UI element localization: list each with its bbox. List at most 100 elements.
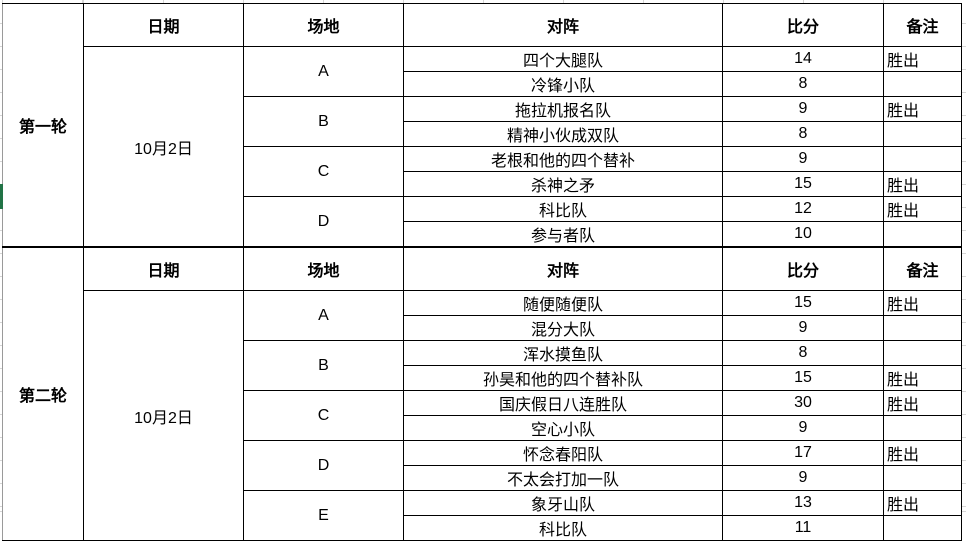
round2-header-row: 第二轮 日期 场地 对阵 比分 备注 bbox=[2, 246, 962, 541]
team-name-cell[interactable]: 四个大腿队 bbox=[403, 46, 723, 72]
score-cell[interactable]: 14 bbox=[722, 46, 884, 72]
note-cell[interactable]: 胜出 bbox=[883, 365, 962, 391]
note-cell[interactable] bbox=[883, 340, 962, 366]
venue-cell[interactable]: D bbox=[243, 196, 404, 248]
round2-header-matchup[interactable]: 对阵 bbox=[403, 246, 723, 291]
note-cell[interactable]: 胜出 bbox=[883, 290, 962, 316]
tournament-results-table: 第一轮 日期 场地 对阵 比分 备注 10月2日 A 四个大腿队 14 胜出 冷… bbox=[2, 3, 962, 541]
table-row: 精神小伙成双队 8 bbox=[3, 121, 962, 147]
table-row: D 科比队 12 胜出 bbox=[3, 196, 962, 248]
score-cell[interactable]: 15 bbox=[722, 290, 884, 316]
team-name-cell[interactable]: 老根和他的四个替补 bbox=[403, 146, 723, 172]
note-cell[interactable] bbox=[883, 71, 962, 97]
score-cell[interactable]: 8 bbox=[722, 71, 884, 97]
sheet-gridline-ticks-left bbox=[0, 3, 2, 507]
note-cell[interactable]: 胜出 bbox=[883, 46, 962, 72]
team-name-cell[interactable]: 浑水摸鱼队 bbox=[403, 340, 723, 366]
venue-cell[interactable]: B bbox=[243, 96, 404, 147]
note-cell[interactable] bbox=[883, 146, 962, 172]
score-cell[interactable]: 12 bbox=[722, 196, 884, 222]
note-cell[interactable]: 胜出 bbox=[883, 490, 962, 516]
venue-cell[interactable]: B bbox=[243, 340, 404, 391]
round2-header-score[interactable]: 比分 bbox=[722, 246, 884, 291]
note-cell[interactable] bbox=[883, 515, 962, 541]
score-cell[interactable]: 9 bbox=[722, 96, 884, 122]
score-cell[interactable]: 9 bbox=[722, 465, 884, 491]
note-cell[interactable] bbox=[883, 465, 962, 491]
round1-header-venue[interactable]: 场地 bbox=[243, 3, 404, 47]
score-cell[interactable]: 30 bbox=[722, 390, 884, 416]
venue-cell[interactable]: A bbox=[243, 46, 404, 97]
score-cell[interactable]: 17 bbox=[722, 440, 884, 466]
table-row: 参与者队 10 bbox=[3, 221, 962, 248]
round1-header-score[interactable]: 比分 bbox=[722, 3, 884, 47]
note-cell[interactable] bbox=[883, 315, 962, 341]
round1-label-cell[interactable]: 第一轮 bbox=[2, 3, 84, 248]
note-cell[interactable]: 胜出 bbox=[883, 196, 962, 222]
team-name-cell[interactable]: 国庆假日八连胜队 bbox=[403, 390, 723, 416]
team-name-cell[interactable]: 孙昊和他的四个替补队 bbox=[403, 365, 723, 391]
table-row: C 老根和他的四个替补 9 bbox=[3, 146, 962, 197]
score-cell[interactable]: 15 bbox=[722, 365, 884, 391]
score-cell[interactable]: 8 bbox=[722, 121, 884, 147]
team-name-cell[interactable]: 混分大队 bbox=[403, 315, 723, 341]
team-name-cell[interactable]: 科比队 bbox=[403, 515, 723, 541]
note-cell[interactable]: 胜出 bbox=[883, 440, 962, 466]
note-cell[interactable]: 胜出 bbox=[883, 96, 962, 122]
score-cell[interactable]: 13 bbox=[722, 490, 884, 516]
venue-cell[interactable]: C bbox=[243, 146, 404, 197]
score-cell[interactable]: 11 bbox=[722, 515, 884, 541]
team-name-cell[interactable]: 随便随便队 bbox=[403, 290, 723, 316]
team-name-cell[interactable]: 精神小伙成双队 bbox=[403, 121, 723, 147]
score-cell[interactable]: 10 bbox=[722, 221, 884, 248]
team-name-cell[interactable]: 象牙山队 bbox=[403, 490, 723, 516]
table-row: 孙昊和他的四个替补队 15 胜出 bbox=[3, 365, 962, 391]
score-cell[interactable]: 9 bbox=[722, 415, 884, 441]
table-row: 10月2日 A 随便随便队 15 胜出 bbox=[3, 290, 962, 541]
note-cell[interactable] bbox=[883, 415, 962, 441]
table-row: B 拖拉机报名队 9 胜出 bbox=[3, 96, 962, 147]
team-name-cell[interactable]: 参与者队 bbox=[403, 221, 723, 248]
team-name-cell[interactable]: 空心小队 bbox=[403, 415, 723, 441]
score-cell[interactable]: 15 bbox=[722, 171, 884, 197]
venue-cell[interactable]: D bbox=[243, 440, 404, 491]
sheet-gridline-ticks-top bbox=[2, 0, 963, 3]
round2-label-cell[interactable]: 第二轮 bbox=[2, 246, 84, 541]
table-row: 混分大队 9 bbox=[3, 315, 962, 341]
round1-header-matchup[interactable]: 对阵 bbox=[403, 3, 723, 47]
score-cell[interactable]: 9 bbox=[722, 315, 884, 341]
team-name-cell[interactable]: 杀神之矛 bbox=[403, 171, 723, 197]
note-cell[interactable]: 胜出 bbox=[883, 390, 962, 416]
team-name-cell[interactable]: 不太会打加一队 bbox=[403, 465, 723, 491]
table-row: B 浑水摸鱼队 8 bbox=[3, 340, 962, 391]
sheet-gridline-ticks-right bbox=[962, 3, 966, 507]
round1-header-note[interactable]: 备注 bbox=[883, 3, 962, 47]
round1-header-date[interactable]: 日期 bbox=[83, 3, 244, 47]
note-cell[interactable] bbox=[883, 121, 962, 147]
note-cell[interactable] bbox=[883, 221, 962, 248]
round1-date-cell[interactable]: 10月2日 bbox=[83, 46, 244, 248]
team-name-cell[interactable]: 科比队 bbox=[403, 196, 723, 222]
venue-cell[interactable]: A bbox=[243, 290, 404, 341]
table-row: D 怀念春阳队 17 胜出 bbox=[3, 440, 962, 491]
team-name-cell[interactable]: 怀念春阳队 bbox=[403, 440, 723, 466]
table-row: 杀神之矛 15 胜出 bbox=[3, 171, 962, 197]
note-cell[interactable]: 胜出 bbox=[883, 171, 962, 197]
round2-date-cell[interactable]: 10月2日 bbox=[83, 290, 244, 541]
round2-header-date[interactable]: 日期 bbox=[83, 246, 244, 291]
team-name-cell[interactable]: 拖拉机报名队 bbox=[403, 96, 723, 122]
venue-cell[interactable]: E bbox=[243, 490, 404, 541]
round2-header-note[interactable]: 备注 bbox=[883, 246, 962, 291]
score-cell[interactable]: 8 bbox=[722, 340, 884, 366]
team-name-cell[interactable]: 冷锋小队 bbox=[403, 71, 723, 97]
row-selection-indicator bbox=[0, 184, 3, 209]
table-row: 冷锋小队 8 bbox=[3, 71, 962, 97]
round1-header-row: 第一轮 日期 场地 对阵 比分 备注 bbox=[2, 3, 962, 248]
table-row: 空心小队 9 bbox=[3, 415, 962, 441]
score-cell[interactable]: 9 bbox=[722, 146, 884, 172]
table-row: 不太会打加一队 9 bbox=[3, 465, 962, 491]
venue-cell[interactable]: C bbox=[243, 390, 404, 441]
round2-header-venue[interactable]: 场地 bbox=[243, 246, 404, 291]
table-row: 10月2日 A 四个大腿队 14 胜出 bbox=[3, 46, 962, 248]
